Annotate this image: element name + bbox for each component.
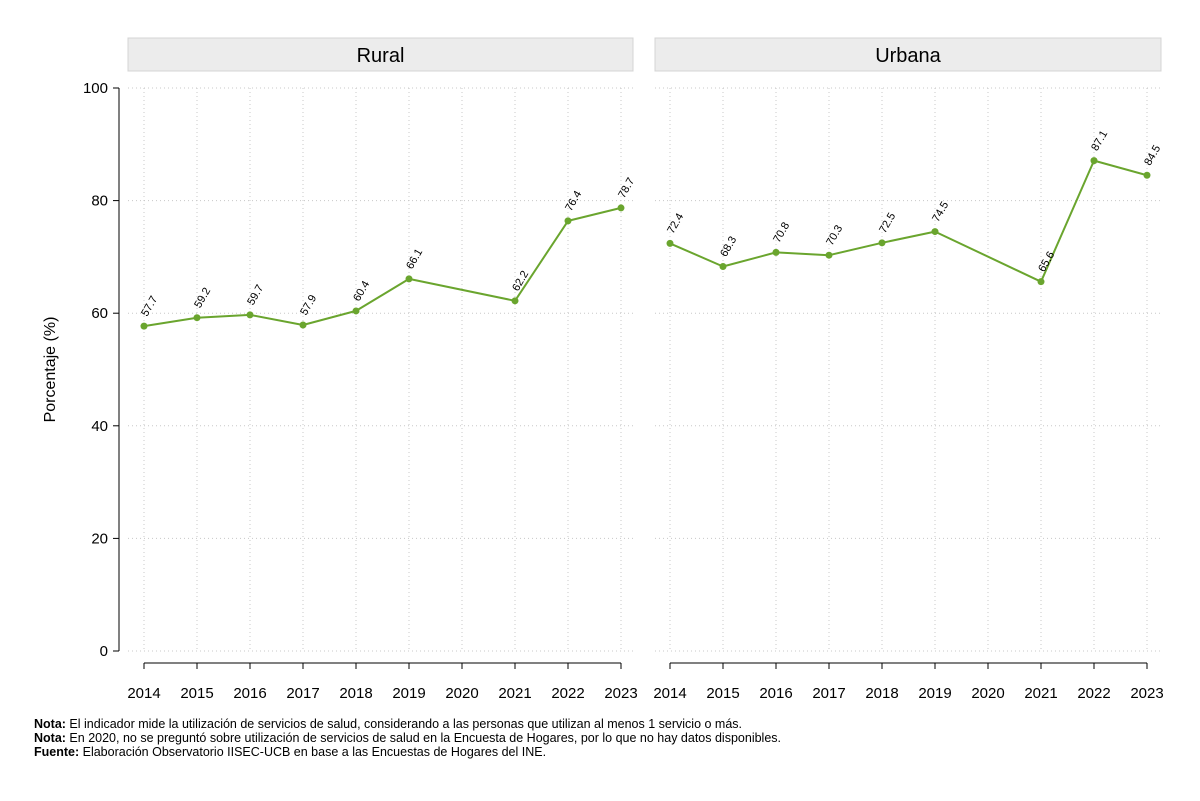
data-label: 57.9 — [298, 293, 319, 318]
x-tick-label: 2023 — [604, 685, 637, 702]
y-tick-label: 40 — [91, 418, 108, 435]
y-tick-label: 0 — [100, 643, 108, 660]
x-tick-label: 2022 — [1077, 685, 1110, 702]
data-point — [931, 228, 939, 236]
data-point — [1037, 278, 1045, 286]
data-point — [511, 297, 519, 305]
data-label: 60.4 — [351, 279, 372, 304]
data-label: 87.1 — [1089, 129, 1110, 154]
data-point — [140, 322, 148, 330]
data-label: 70.8 — [771, 220, 792, 245]
panel-title: Rural — [357, 45, 405, 67]
data-label: 72.5 — [877, 211, 898, 236]
data-label: 84.5 — [1142, 143, 1163, 168]
data-label: 59.7 — [245, 283, 266, 308]
x-tick-label: 2016 — [759, 685, 792, 702]
y-tick-label: 80 — [91, 193, 108, 210]
chart: 0 20 40 60 80 100 Porcentaje (%) Rural 2014 2015 2… — [42, 37, 1164, 702]
x-tick-label: 2020 — [971, 685, 1004, 702]
x-tick-label: 2015 — [180, 685, 213, 702]
y-tick-label: 100 — [83, 80, 108, 97]
x-tick-label: 2017 — [286, 685, 319, 702]
x-tick-label: 2014 — [653, 685, 686, 702]
data-label: 76.4 — [563, 189, 584, 214]
data-point — [772, 248, 780, 256]
x-tick-label: 2016 — [233, 685, 266, 702]
data-point — [1090, 157, 1098, 165]
x-tick-label: 2023 — [1130, 685, 1163, 702]
data-label: 70.3 — [824, 223, 845, 248]
data-point — [878, 239, 886, 247]
data-point — [617, 204, 625, 212]
series-line — [669, 159, 1148, 283]
source-note: Fuente: Elaboración Observatorio IISEC-U… — [34, 745, 547, 759]
data-point — [352, 307, 360, 315]
data-point — [246, 311, 254, 319]
data-label: 74.5 — [930, 200, 951, 225]
data-point — [193, 314, 201, 322]
data-point — [719, 262, 727, 270]
x-tick-label: 2018 — [339, 685, 372, 702]
x-tick-label: 2021 — [1024, 685, 1057, 702]
panel-title: Urbana — [875, 45, 941, 67]
x-tick-label: 2020 — [445, 685, 478, 702]
y-axis-title: Porcentaje (%) — [42, 317, 59, 423]
panel-header — [654, 37, 1162, 72]
data-label: 57.7 — [139, 294, 160, 319]
x-tick-label: 2014 — [127, 685, 160, 702]
y-tick-label: 60 — [91, 305, 108, 322]
chart-notes: Nota: El indicador mide la utilización d… — [34, 717, 781, 759]
data-label: 66.1 — [404, 247, 425, 272]
data-label: 68.3 — [718, 234, 739, 259]
data-point — [1143, 171, 1151, 179]
data-point — [405, 275, 413, 283]
data-label: 72.4 — [665, 211, 686, 236]
x-tick-label: 2018 — [865, 685, 898, 702]
x-tick-label: 2015 — [706, 685, 739, 702]
x-tick-label: 2019 — [918, 685, 951, 702]
x-tick-label: 2022 — [551, 685, 584, 702]
data-label: 59.2 — [192, 286, 213, 311]
series-line — [143, 206, 622, 328]
data-point — [299, 321, 307, 329]
panel-header — [127, 37, 634, 72]
y-tick-label: 20 — [91, 530, 108, 547]
note-1: Nota: El indicador mide la utilización d… — [34, 717, 743, 731]
x-tick-label: 2017 — [812, 685, 845, 702]
data-point — [666, 239, 674, 247]
data-label: 78.7 — [616, 176, 637, 201]
x-tick-label: 2019 — [392, 685, 425, 702]
x-tick-label: 2021 — [498, 685, 531, 702]
note-2: Nota: En 2020, no se preguntó sobre util… — [34, 731, 781, 745]
data-point — [825, 251, 833, 259]
data-point — [564, 217, 572, 225]
